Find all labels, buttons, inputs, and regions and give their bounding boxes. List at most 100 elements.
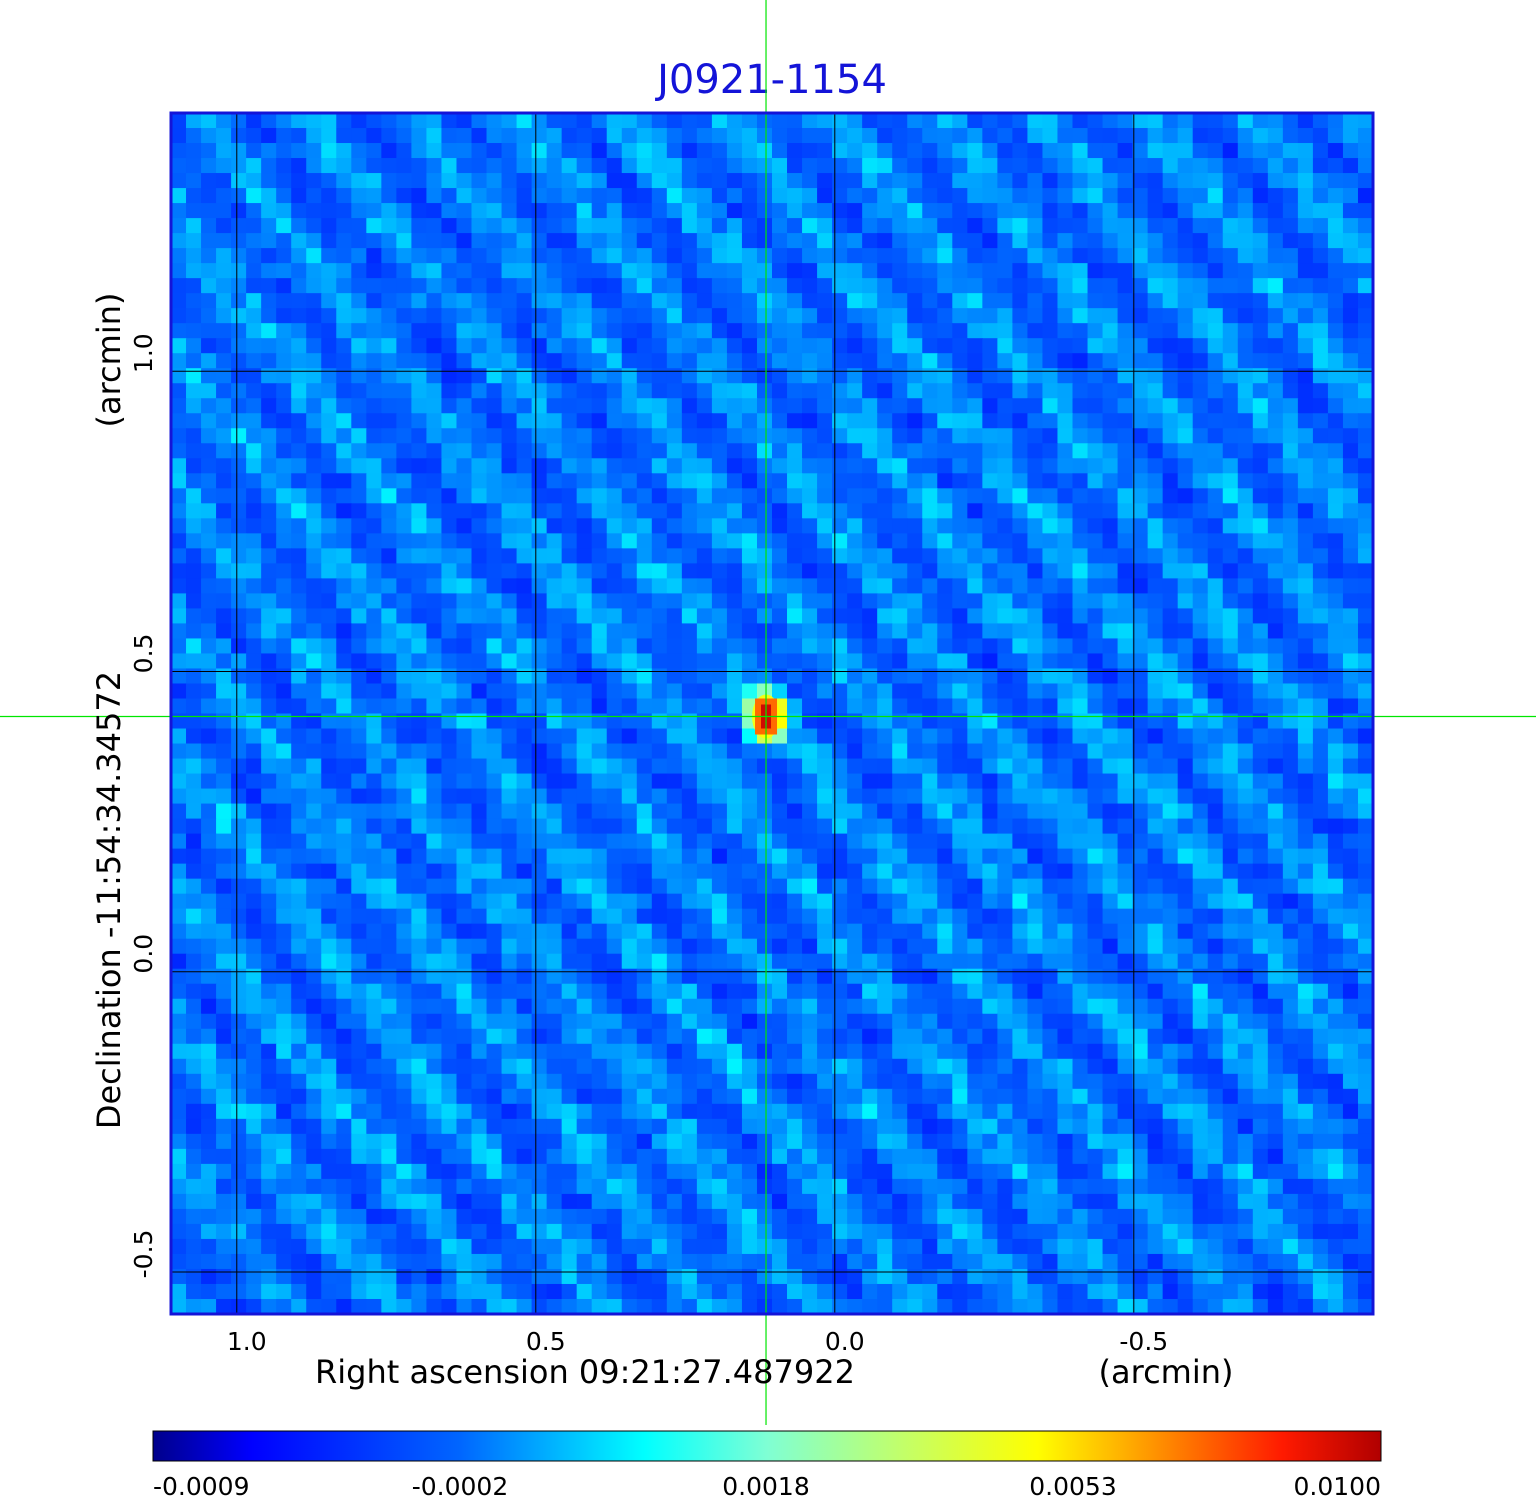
heatmap-cell (516, 803, 533, 820)
heatmap-cell (246, 983, 262, 1000)
heatmap-cell (711, 113, 728, 129)
heatmap-cell (711, 278, 728, 294)
heatmap-cell (787, 848, 803, 865)
heatmap-cell (396, 923, 413, 940)
heatmap-cell (396, 788, 413, 805)
heatmap-cell (606, 173, 623, 189)
heatmap-cell (666, 983, 683, 1000)
heatmap-cell (1042, 278, 1059, 294)
heatmap-cell (456, 488, 473, 504)
heatmap-cell (351, 398, 367, 414)
heatmap-cell (501, 803, 518, 820)
heatmap-cell (351, 983, 367, 1000)
heatmap-cell (486, 638, 503, 655)
heatmap-cell (952, 758, 968, 775)
heatmap-cell (967, 143, 983, 159)
heatmap-cell (621, 188, 638, 204)
heatmap-cell (426, 278, 443, 294)
heatmap-cell (1042, 878, 1059, 895)
heatmap-cell (1102, 563, 1119, 579)
heatmap-cell (1267, 203, 1284, 219)
heatmap-cell (952, 563, 968, 579)
heatmap-cell (501, 458, 518, 474)
heatmap-cell (982, 203, 998, 219)
heatmap-cell (561, 518, 578, 534)
heatmap-cell (1042, 953, 1059, 970)
heatmap-cell (666, 698, 683, 715)
heatmap-cell (982, 578, 998, 594)
heatmap-cell (817, 743, 833, 760)
heatmap-cell (516, 878, 533, 895)
heatmap-cell (967, 128, 983, 144)
heatmap-cell (1087, 848, 1104, 865)
heatmap-cell (997, 383, 1014, 399)
heatmap-cell (756, 1028, 773, 1045)
heatmap-cell (1282, 218, 1299, 234)
heatmap-cell (366, 233, 382, 249)
heatmap-cell (681, 818, 698, 835)
heatmap-cell (441, 503, 458, 519)
heatmap-cell (456, 368, 473, 384)
heatmap-cell (1147, 518, 1164, 534)
heatmap-cell (1102, 473, 1119, 489)
heatmap-cell (531, 323, 548, 339)
heatmap-cell (1207, 353, 1224, 369)
heatmap-cell (501, 203, 518, 219)
heatmap-cell (1102, 713, 1119, 730)
heatmap-cell (681, 833, 698, 850)
heatmap-cell (1267, 578, 1284, 594)
heatmap-cell (832, 998, 848, 1015)
heatmap-cell (366, 788, 382, 805)
heatmap-cell (516, 458, 533, 474)
heatmap-cell (1147, 803, 1164, 820)
heatmap-cell (952, 983, 968, 1000)
heatmap-cell (1012, 938, 1029, 955)
heatmap-cell (1267, 113, 1284, 129)
heatmap-cell (1192, 113, 1209, 129)
heatmap-cell (1222, 698, 1239, 715)
heatmap-cell (1312, 533, 1329, 549)
heatmap-cell (937, 893, 953, 910)
heatmap-cell (1012, 173, 1029, 189)
heatmap-cell (1312, 668, 1329, 685)
heatmap-cell (471, 473, 488, 489)
heatmap-cell (171, 1013, 187, 1030)
heatmap-cell (441, 413, 458, 429)
heatmap-cell (711, 1028, 728, 1045)
heatmap-cell (952, 683, 968, 700)
heatmap-cell (396, 428, 413, 444)
heatmap-cell (1267, 1028, 1284, 1045)
heatmap-cell (516, 563, 533, 579)
heatmap-cell (381, 758, 397, 775)
heatmap-cell (937, 788, 953, 805)
heatmap-cell (246, 308, 262, 324)
heatmap-cell (666, 323, 683, 339)
heatmap-cell (396, 938, 413, 955)
heatmap-cell (591, 878, 608, 895)
heatmap-cell (711, 878, 728, 895)
heatmap-cell (1177, 533, 1194, 549)
heatmap-cell (231, 383, 247, 399)
heatmap-cell (726, 188, 743, 204)
heatmap-cell (636, 893, 653, 910)
heatmap-cell (847, 893, 863, 910)
heatmap-cell (1342, 818, 1359, 835)
heatmap-cell (216, 728, 232, 745)
heatmap-cell (216, 803, 232, 820)
heatmap-cell (967, 818, 983, 835)
heatmap-cell (561, 143, 578, 159)
heatmap-cell (802, 188, 818, 204)
heatmap-cell (411, 278, 428, 294)
heatmap-cell (907, 503, 923, 519)
heatmap-cell (741, 638, 758, 655)
heatmap-cell (907, 668, 923, 685)
heatmap-cell (231, 1013, 247, 1030)
heatmap-cell (426, 143, 443, 159)
heatmap-cell (1252, 113, 1269, 129)
heatmap-cell (486, 968, 503, 985)
heatmap-cell (1072, 848, 1089, 865)
heatmap-cell (291, 203, 307, 219)
heatmap-cell (741, 968, 758, 985)
heatmap-cell (967, 638, 983, 655)
heatmap-cell (681, 173, 698, 189)
